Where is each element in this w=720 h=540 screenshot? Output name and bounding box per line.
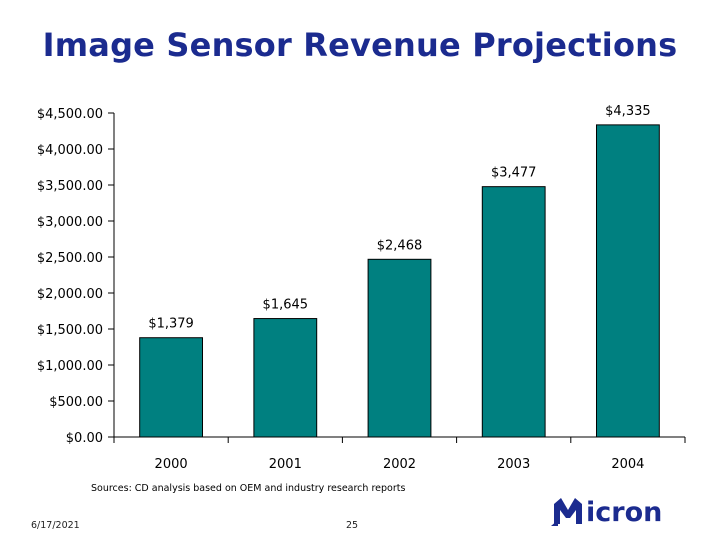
bar-value-label: $3,477 bbox=[491, 166, 537, 181]
bar-value-label: $2,468 bbox=[377, 238, 423, 253]
chart-title: Image Sensor Revenue Projections bbox=[42, 26, 678, 64]
logo-wordmark: icron bbox=[586, 497, 662, 528]
micron-logo-mark-icon bbox=[551, 498, 582, 526]
x-tick-label: 2002 bbox=[383, 457, 416, 472]
footer-page-number: 25 bbox=[346, 520, 359, 531]
source-note: Sources: CD analysis based on OEM and in… bbox=[91, 483, 406, 494]
bar-2002 bbox=[367, 258, 432, 438]
bar-2003 bbox=[481, 186, 546, 438]
chart-bars: $1,379 $1,645 $2,468 $3,477 $4,335 bbox=[139, 104, 660, 438]
y-tick-label: $0.00 bbox=[66, 431, 103, 446]
bar-value-label: $1,645 bbox=[263, 298, 309, 313]
y-tick-label: $3,500.00 bbox=[37, 179, 103, 194]
micron-logo: icron bbox=[551, 497, 662, 528]
bar-2001 bbox=[253, 318, 318, 438]
bar-2004 bbox=[595, 124, 660, 438]
y-tick-label: $500.00 bbox=[49, 395, 103, 410]
y-tick-label: $1,000.00 bbox=[37, 359, 103, 374]
y-tick-label: $2,500.00 bbox=[37, 251, 103, 266]
y-tick-label: $3,000.00 bbox=[37, 215, 103, 230]
chart-axes: $0.00 $500.00 $1,000.00 $1,500.00 $2,000.00 $… bbox=[37, 107, 686, 472]
bar-value-label: $1,379 bbox=[148, 317, 194, 332]
y-tick-label: $4,500.00 bbox=[37, 107, 103, 122]
x-tick-label: 2004 bbox=[611, 457, 644, 472]
bar-chart: $0.00 $500.00 $1,000.00 $1,500.00 $2,000.00 $… bbox=[37, 104, 686, 472]
bar-2000 bbox=[139, 337, 204, 438]
x-tick-label: 2000 bbox=[155, 457, 188, 472]
bar-value-label: $4,335 bbox=[605, 104, 651, 119]
footer-date: 6/17/2021 bbox=[31, 520, 80, 531]
x-tick-label: 2003 bbox=[497, 457, 530, 472]
y-tick-label: $4,000.00 bbox=[37, 143, 103, 158]
y-tick-label: $1,500.00 bbox=[37, 323, 103, 338]
y-tick-label: $2,000.00 bbox=[37, 287, 103, 302]
x-tick-label: 2001 bbox=[269, 457, 302, 472]
